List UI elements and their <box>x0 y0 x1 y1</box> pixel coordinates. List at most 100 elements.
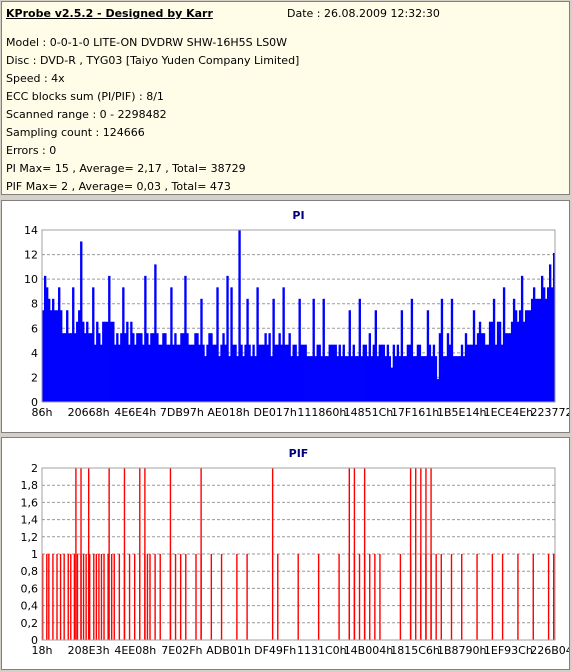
pif-y-tick-label: 1,8 <box>21 479 39 492</box>
pif-bar <box>67 554 69 640</box>
pi-bar <box>306 356 309 402</box>
pif-bar <box>159 554 161 640</box>
pi-bar <box>138 333 141 402</box>
pif-bar <box>277 554 279 640</box>
pi-bar <box>386 344 390 402</box>
pif-bar <box>179 554 182 640</box>
pi-y-tick-label: 4 <box>31 347 38 360</box>
pi-bar <box>550 287 554 402</box>
pi-bar <box>534 298 538 402</box>
pi-bar <box>98 333 101 402</box>
pi-bar <box>332 344 335 402</box>
pif-y-tick-label: 0,8 <box>21 565 39 578</box>
pi-bar <box>336 356 339 402</box>
pi-bar <box>268 333 271 402</box>
pi-bar <box>218 356 221 402</box>
pi-bar <box>528 310 532 402</box>
pi-bar <box>156 333 159 402</box>
pi-bar <box>240 344 243 402</box>
pi-x-tick-label: 1ECE4Eh <box>484 406 534 419</box>
pi-bar <box>480 333 484 402</box>
pi-bar <box>408 344 412 402</box>
pi-bar <box>262 344 265 402</box>
pi-x-tick-label: DE017h <box>253 406 296 419</box>
pif-bar <box>82 554 85 640</box>
pi-bar <box>492 298 496 402</box>
pi-bar <box>52 298 55 402</box>
pi-bar <box>44 275 47 402</box>
pi-bar <box>144 275 147 402</box>
pi-bar <box>466 344 470 402</box>
pif-bar <box>547 554 550 640</box>
pi-bar <box>414 356 418 402</box>
pi-bar <box>322 298 325 402</box>
pif-y-tick-label: 1,4 <box>21 514 39 527</box>
pi-bar <box>254 356 257 402</box>
pif-bar <box>75 468 77 640</box>
pi-bar <box>184 275 187 402</box>
pi-bar <box>506 333 510 402</box>
pi-bar <box>166 344 169 402</box>
pi-bar <box>376 356 380 402</box>
pi-bar <box>498 321 502 402</box>
pif-bar <box>338 554 340 640</box>
pi-bar <box>416 344 420 402</box>
pi-bar <box>252 344 255 402</box>
pi-bar <box>132 333 135 402</box>
pif-bar <box>93 554 95 640</box>
pif-bar <box>48 554 50 640</box>
pi-bar <box>150 333 153 402</box>
pif-bar <box>435 554 437 640</box>
pi-bar <box>422 356 426 402</box>
pi-bar <box>136 333 139 402</box>
pif-x-tick-label: 1131C0h <box>297 644 347 657</box>
pi-bar <box>214 344 217 402</box>
pi-bar <box>432 344 436 402</box>
pi-bar <box>246 298 249 402</box>
pi-bar <box>216 287 219 402</box>
pi-bar <box>210 333 213 402</box>
pif-bar <box>98 554 100 640</box>
pif-bar <box>63 554 65 640</box>
pi-bar <box>540 275 544 402</box>
pif-y-tick-label: 0,6 <box>21 582 39 595</box>
pi-bar <box>482 333 486 402</box>
pi-bar <box>118 344 121 402</box>
pi-bar <box>398 356 402 402</box>
pi-bar <box>224 344 227 402</box>
pif-bar <box>353 468 356 640</box>
pi-bar <box>300 344 303 402</box>
pi-bar <box>80 241 83 402</box>
pi-bar <box>426 310 430 402</box>
pi-x-tick-label: 20668h <box>68 406 110 419</box>
pif-bar <box>107 554 109 640</box>
pi-bar <box>290 356 293 402</box>
pi-y-tick-label: 0 <box>31 396 38 409</box>
pi-bar <box>188 344 191 402</box>
pif-plot-border <box>41 467 556 641</box>
pi-bar <box>486 344 490 402</box>
pi-bar <box>270 356 273 402</box>
pi-bar <box>54 310 57 402</box>
pi-bar <box>326 356 329 402</box>
pi-bar <box>66 310 69 402</box>
pi-bar <box>490 321 494 402</box>
pif-bar <box>246 554 248 640</box>
pi-y-tick-label: 6 <box>31 322 38 335</box>
pif-x-tick-label: 18h <box>32 644 53 657</box>
pi-bar <box>110 321 113 402</box>
pi-bar <box>342 344 345 402</box>
pi-bar <box>194 333 197 402</box>
pi-bar <box>58 287 61 402</box>
pif-y-tick-label: 1 <box>31 548 38 561</box>
pi-bar <box>296 356 299 402</box>
pif-bar <box>59 554 62 640</box>
pif-bar <box>110 554 113 640</box>
pif-chart: PIF 0 0,2 0,4 0,6 0,8 1 1,2 1,4 1,6 1,8 2 18h 208E3h 4… <box>21 447 570 657</box>
pi-bar <box>328 344 331 402</box>
app-title: KProbe v2.5.2 - Designed by Karr <box>6 7 213 20</box>
pi-bar <box>462 356 466 402</box>
pi-bar <box>454 356 458 402</box>
pi-bar <box>280 344 283 402</box>
pi-bar <box>446 333 450 402</box>
